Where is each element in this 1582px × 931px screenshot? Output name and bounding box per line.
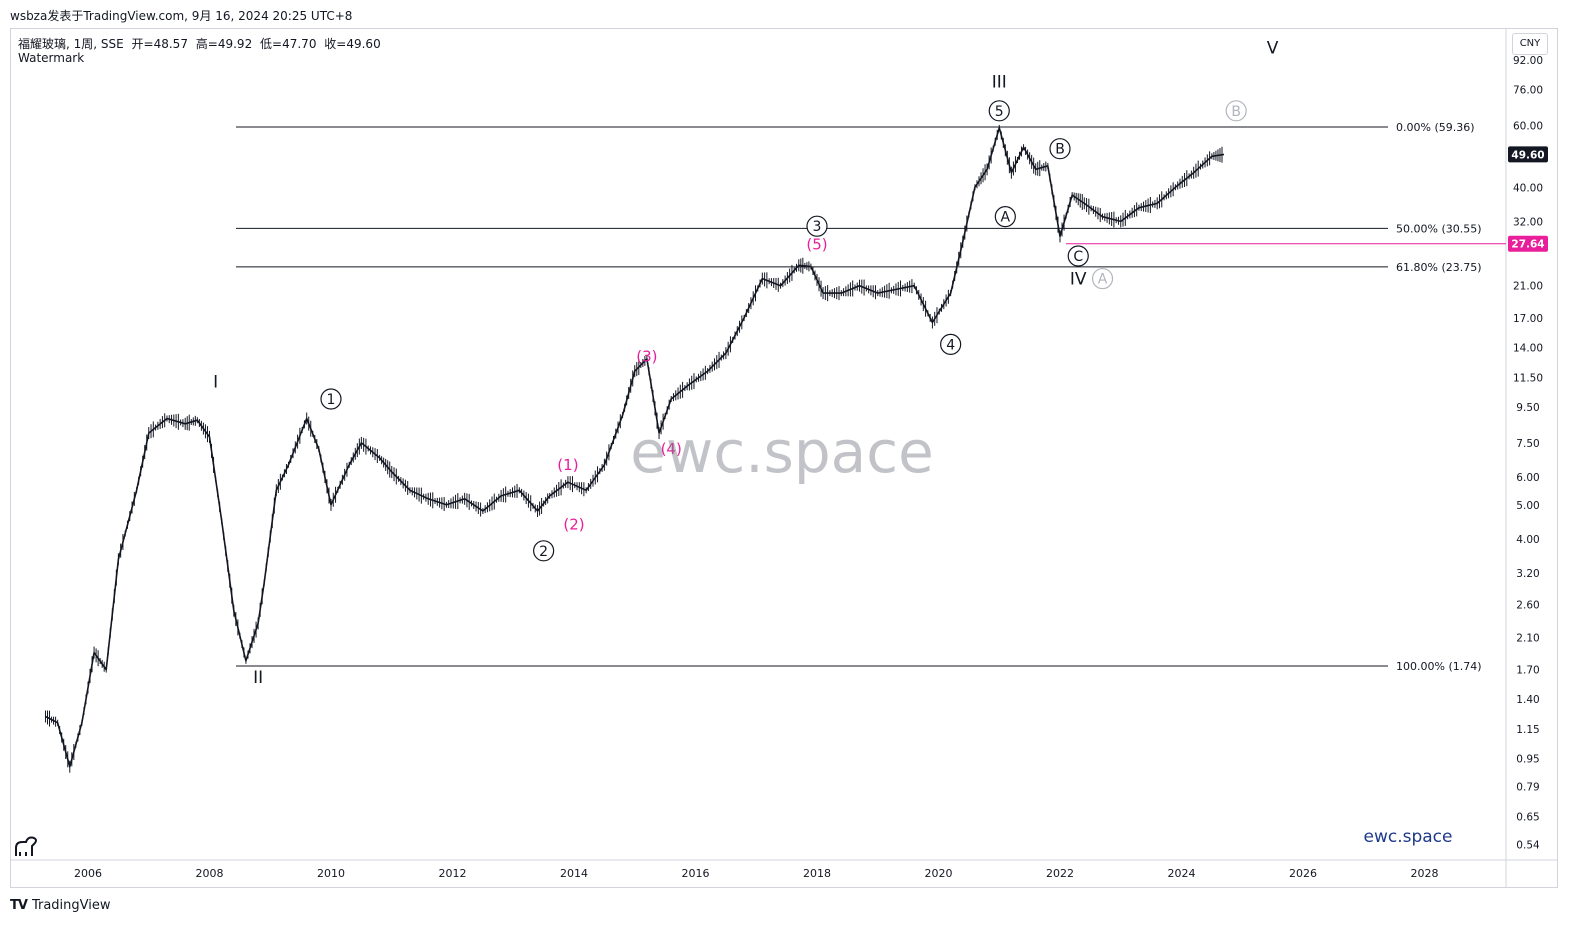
wave-label: 2 — [539, 544, 548, 560]
wave-label: A — [1098, 272, 1108, 288]
wave-circle — [1225, 100, 1247, 122]
header-publish-info: wsbza发表于TradingView.com, 9月 16, 2024 20:… — [10, 9, 353, 23]
wave-circle — [988, 100, 1010, 122]
wave-label: B — [1055, 142, 1065, 158]
price-axis-tick: 4.00 — [1516, 534, 1539, 546]
time-axis-tick: 2016 — [682, 867, 710, 880]
legend-high: 高=49.92 — [195, 37, 253, 51]
wave-label: (5) — [806, 235, 827, 253]
legend-open: 开=48.57 — [131, 37, 188, 51]
price-axis-tick: 1.70 — [1516, 665, 1539, 677]
wave-label: B — [1231, 104, 1241, 120]
time-axis[interactable]: 2006 2008 2010 2012 2014 2016 2018 2020 2022 2024… — [74, 867, 1439, 880]
tradingview-brand-label: TradingView — [31, 898, 111, 913]
time-axis-tick: 2008 — [196, 867, 224, 880]
wave-label: II — [253, 668, 263, 688]
tradingview-footer[interactable]: TV TradingView — [10, 898, 110, 913]
fib-label: 0.00% (59.36) — [1396, 121, 1475, 134]
wave-circle — [533, 540, 555, 562]
fib-retracement-group[interactable]: 0.00% (59.36) 50.00% (30.55) 61.80% (23.75… — [236, 121, 1506, 673]
price-axis-tick: 60.00 — [1513, 120, 1543, 132]
price-axis-marker-label: 27.64 — [1511, 239, 1544, 251]
wave-circle — [320, 388, 342, 410]
dinosaur-icon[interactable] — [15, 836, 37, 857]
price-axis-marker — [1508, 146, 1548, 163]
price-axis-tick: 9.50 — [1516, 402, 1539, 414]
wave-circle — [994, 206, 1016, 228]
price-axis-tick: 6.00 — [1516, 472, 1539, 484]
price-axis-tick: 76.00 — [1513, 84, 1543, 96]
wave-label: (1) — [557, 456, 578, 474]
price-axis-tick: 2.60 — [1516, 600, 1539, 612]
price-axis-tick: 5.00 — [1516, 500, 1539, 512]
price-axis-tick: 0.54 — [1516, 840, 1540, 852]
price-axis-tick: 11.50 — [1513, 373, 1543, 385]
time-axis-tick: 2010 — [317, 867, 345, 880]
time-axis-tick: 2024 — [1168, 867, 1196, 880]
price-axis-tick: 1.15 — [1516, 724, 1539, 736]
chart-frame — [10, 28, 1558, 888]
price-axis-tick: 21.00 — [1513, 281, 1543, 293]
price-axis-tick: 32.00 — [1513, 216, 1543, 228]
price-axis-tick: 7.50 — [1516, 438, 1539, 450]
currency-button[interactable]: CNY — [1512, 33, 1548, 55]
price-axis-marker-label: 49.60 — [1511, 149, 1544, 161]
wave-label: A — [1001, 210, 1011, 226]
price-axis-tick: 0.65 — [1516, 811, 1539, 823]
wave-label: 3 — [813, 219, 822, 235]
time-axis-tick: 2022 — [1046, 867, 1074, 880]
time-axis-tick: 2012 — [439, 867, 467, 880]
time-axis-tick: 2026 — [1289, 867, 1317, 880]
price-axis-tick: 14.00 — [1513, 343, 1543, 355]
price-axis-tick: 92.00 — [1513, 55, 1543, 67]
wave-label: (4) — [661, 440, 682, 458]
price-series-group — [44, 124, 1225, 773]
tradingview-logo-icon: TV — [10, 898, 28, 913]
time-axis-tick: 2006 — [74, 867, 102, 880]
wave-label: 4 — [946, 337, 955, 353]
wave-label: C — [1073, 249, 1083, 265]
time-axis-tick: 2028 — [1411, 867, 1439, 880]
price-axis-tick: 3.20 — [1516, 568, 1539, 580]
wave-circle — [1049, 138, 1071, 160]
chart-watermark-text: ewc.space — [630, 418, 934, 486]
wave-circle — [1067, 245, 1089, 267]
price-axis-tick: 2.10 — [1516, 632, 1539, 644]
wave-label: (3) — [636, 348, 657, 366]
wave-circle — [1091, 267, 1114, 290]
wave-circle — [806, 215, 828, 237]
wave-label: 1 — [327, 392, 336, 408]
wave-label: I — [213, 373, 218, 393]
time-axis-tick: 2020 — [925, 867, 953, 880]
legend-close: 收=49.60 — [324, 37, 381, 51]
time-axis-tick: 2018 — [803, 867, 831, 880]
price-axis-tick: 0.79 — [1516, 782, 1539, 794]
legend-watermark-label: Watermark — [18, 51, 85, 65]
price-axis-tick: 0.95 — [1516, 753, 1539, 765]
fib-label: 61.80% (23.75) — [1396, 261, 1482, 274]
wave-label: V — [1267, 38, 1279, 58]
fib-label: 50.00% (30.55) — [1396, 222, 1482, 235]
wave-label: III — [992, 72, 1007, 92]
price-axis-tick: 40.00 — [1513, 182, 1543, 194]
price-axis-tick: 1.40 — [1516, 694, 1539, 706]
price-axis-marker — [1508, 235, 1548, 252]
ewc-brand-text: ewc.space — [1364, 827, 1453, 847]
price-axis[interactable]: 92.00 76.00 60.00 49.60 40.00 32.00 27.64 21.00… — [1508, 55, 1548, 852]
legend-symbol: 福耀玻璃, 1周, SSE — [18, 37, 124, 51]
wave-label: IV — [1070, 270, 1087, 290]
symbol-legend: 福耀玻璃, 1周, SSE 开=48.57 高=49.92 低=47.70 收=… — [18, 35, 385, 52]
price-axis-tick: 17.00 — [1513, 313, 1543, 325]
time-axis-tick: 2014 — [560, 867, 588, 880]
legend-low: 低=47.70 — [260, 37, 317, 51]
fib-label: 100.00% (1.74) — [1396, 660, 1482, 673]
wave-label: 5 — [995, 104, 1004, 120]
wave-circle — [940, 333, 962, 355]
wave-label: (2) — [563, 515, 584, 533]
